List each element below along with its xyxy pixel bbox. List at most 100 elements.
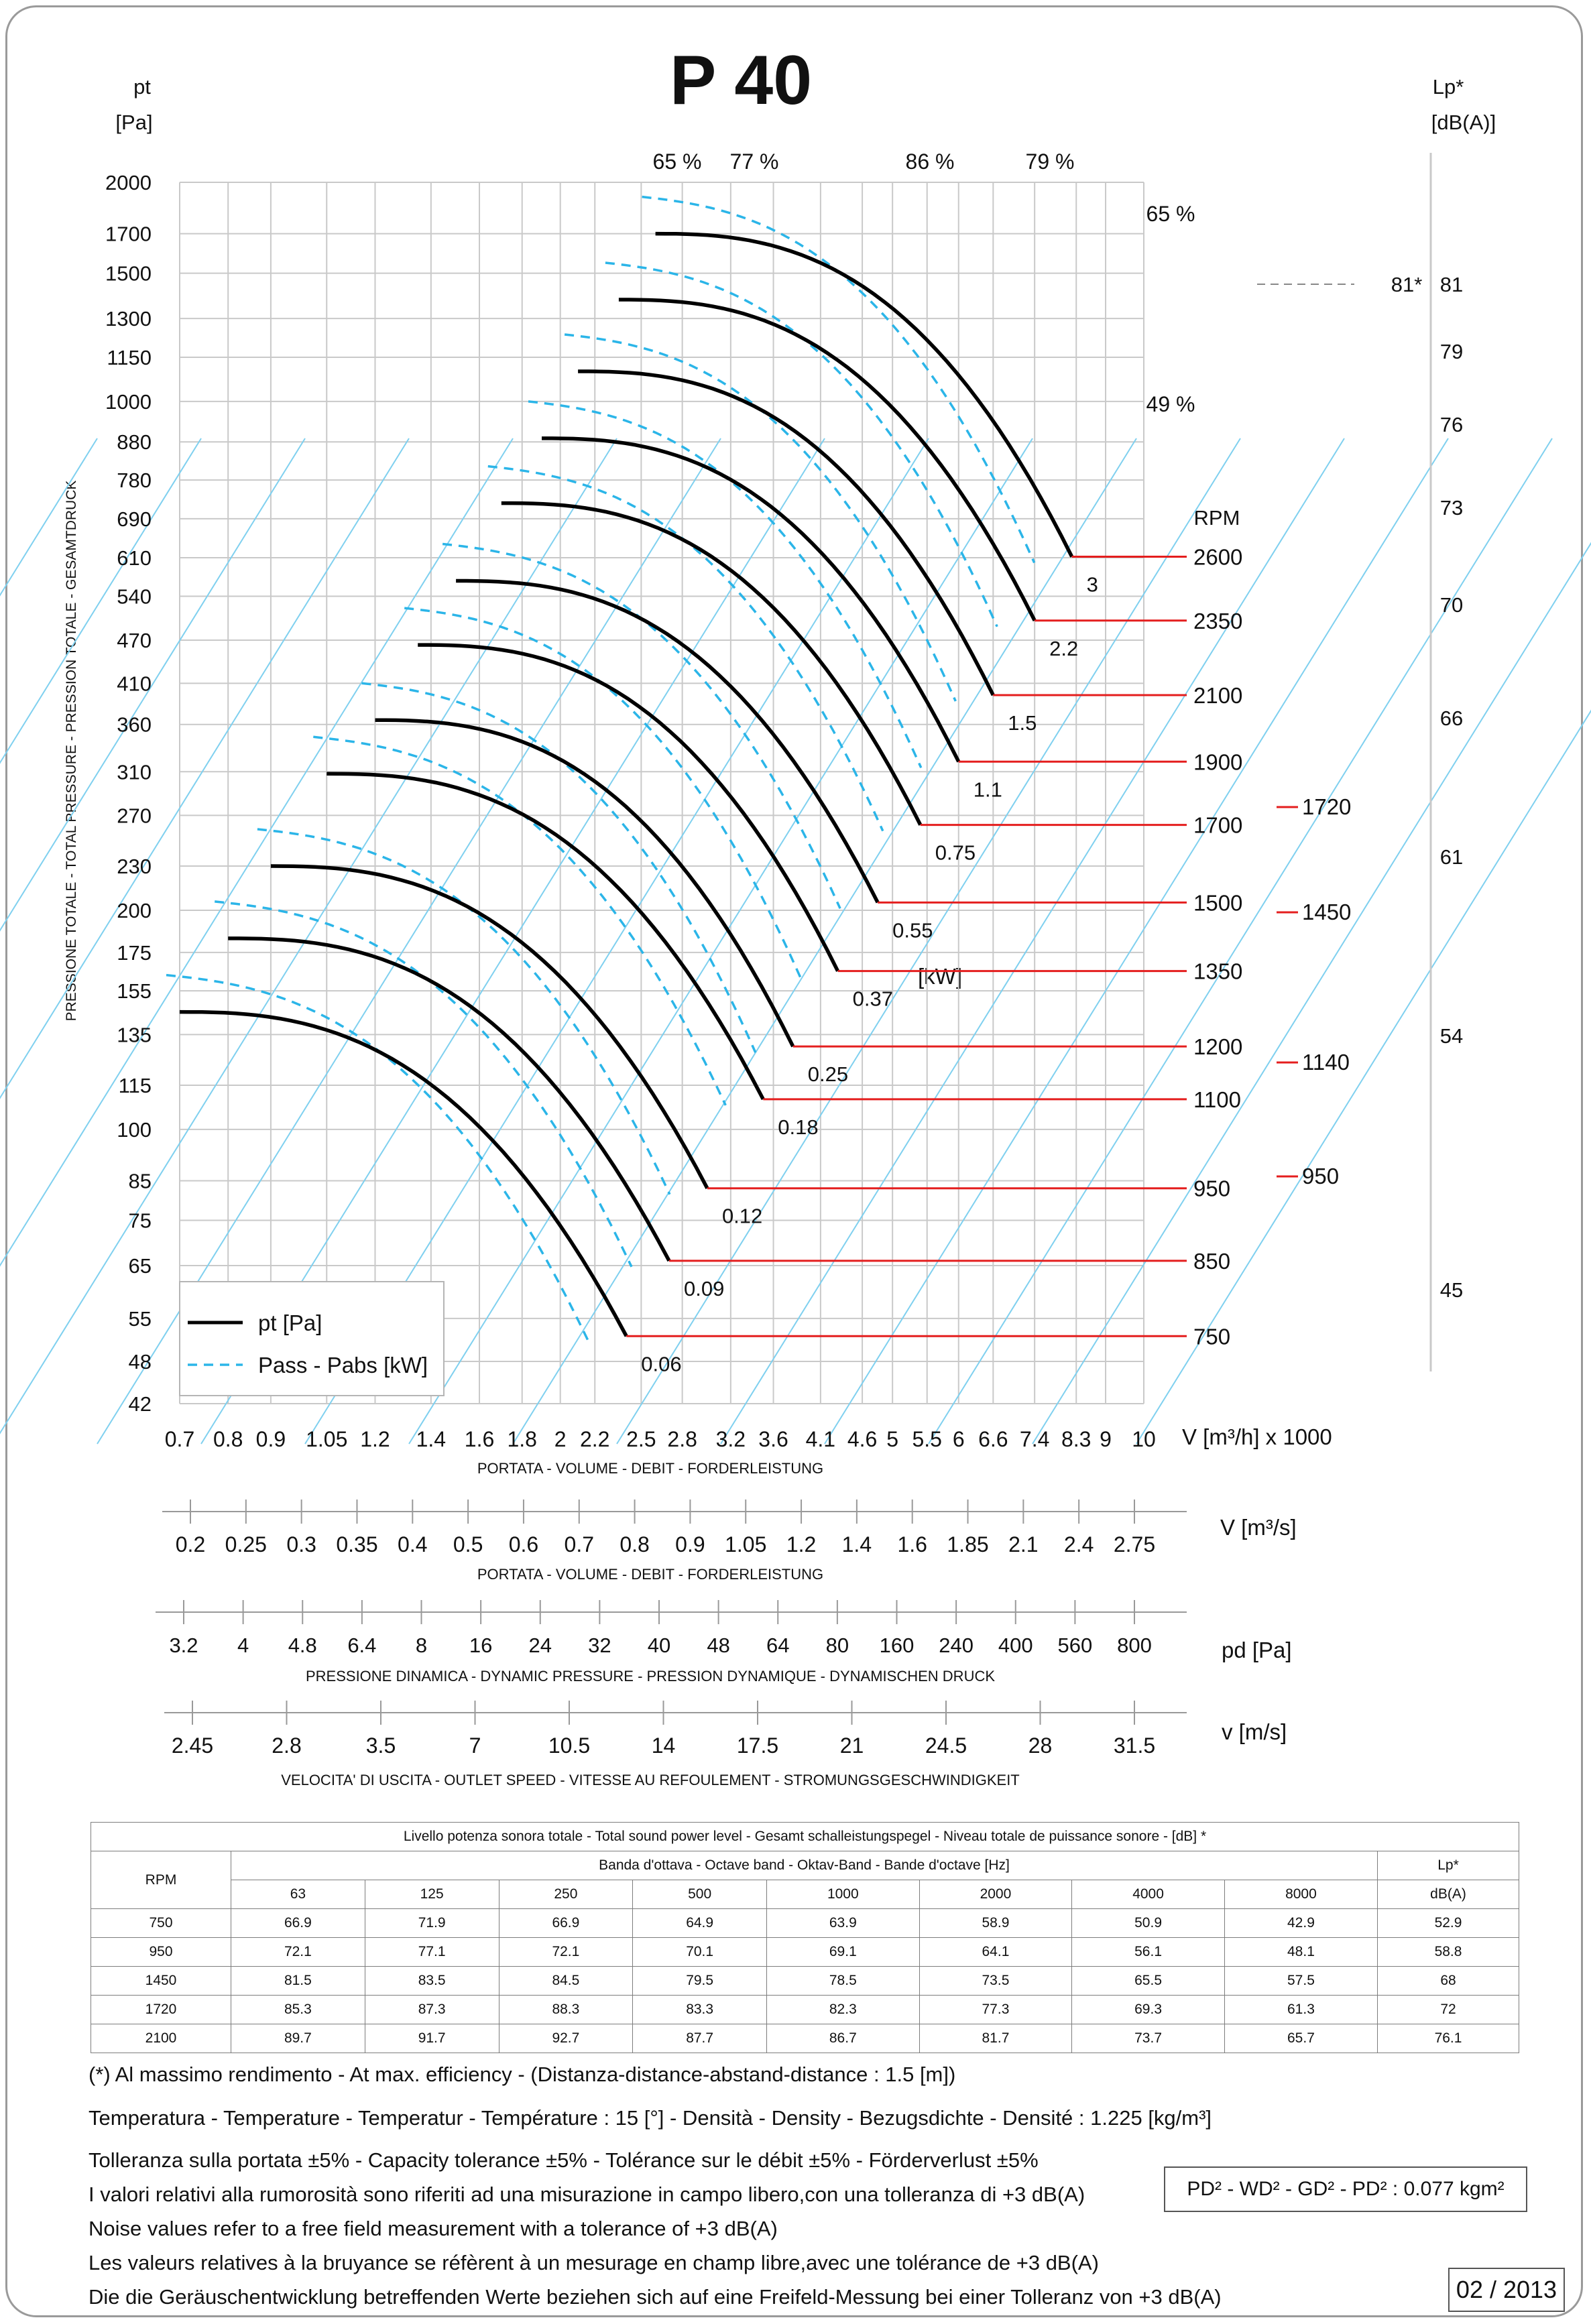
pd-axis-label: 40 bbox=[648, 1634, 670, 1657]
x-tick-label: 8.3 bbox=[1061, 1427, 1091, 1451]
rpm-label: 1500 bbox=[1193, 890, 1242, 915]
x-axis-volume-label: PORTATA - VOLUME - DEBIT - FORDERLEISTUN… bbox=[477, 1460, 823, 1477]
y-tick-label: 2000 bbox=[105, 171, 152, 194]
table-cell: 81.5 bbox=[231, 1966, 365, 1996]
y-axis-label: PRESSIONE TOTALE - TOTAL PRESSURE - PRES… bbox=[64, 481, 79, 1022]
pressure-curve bbox=[375, 718, 795, 1048]
rpm-label: 950 bbox=[1193, 1176, 1230, 1201]
rpm-label: 850 bbox=[1193, 1249, 1230, 1274]
table-cell: 78.5 bbox=[766, 1966, 920, 1996]
pressure-curve bbox=[618, 298, 1037, 622]
volume-m3s-axis-label: 1.2 bbox=[786, 1532, 816, 1556]
pressure-curve bbox=[418, 643, 840, 972]
efficiency-label: 79 % bbox=[1026, 149, 1075, 174]
power-label: 1.1 bbox=[974, 778, 1002, 801]
x-tick-label: 6.6 bbox=[978, 1427, 1008, 1451]
x-tick-label: 4.6 bbox=[847, 1427, 877, 1451]
x-tick-label: 1.6 bbox=[465, 1427, 494, 1451]
efficiency-label: 49 % bbox=[1146, 392, 1195, 416]
table-cell: 87.7 bbox=[632, 2024, 767, 2053]
table-cell: 50.9 bbox=[1071, 1908, 1225, 1938]
pd-axis-label: 64 bbox=[766, 1634, 789, 1657]
sound-level-table-wrapper: Livello potenza sonora totale - Total so… bbox=[91, 1822, 1519, 2053]
speed-axis-label: 28 bbox=[1028, 1733, 1053, 1758]
table-cell: 68 bbox=[1377, 1966, 1519, 1996]
rpm-label: 1900 bbox=[1193, 749, 1242, 774]
table-cell: 2100 bbox=[91, 2024, 231, 2053]
efficiency-guide-line bbox=[616, 438, 1241, 1445]
speed-axis-label: 7 bbox=[469, 1733, 481, 1758]
note-noise-en: Noise values refer to a free field measu… bbox=[89, 2217, 778, 2240]
pd-axis-label: 32 bbox=[588, 1634, 611, 1657]
volume-m3s-axis-label: 1.85 bbox=[947, 1532, 988, 1556]
x-tick-label: 0.8 bbox=[213, 1427, 243, 1451]
x-tick-label: 1.2 bbox=[360, 1427, 390, 1451]
sound-table-rpm-header: RPM bbox=[91, 1851, 231, 1909]
power-curve bbox=[404, 607, 802, 978]
power-label: 0.75 bbox=[935, 841, 976, 865]
note-tolerance: Tolleranza sulla portata ±5% - Capacity … bbox=[89, 2148, 1039, 2172]
table-cell: 70.1 bbox=[632, 1937, 767, 1967]
efficiency-guide-line bbox=[304, 438, 929, 1445]
x-tick-label: 0.9 bbox=[256, 1427, 286, 1451]
volume-m3s-axis-label: 0.25 bbox=[225, 1532, 267, 1556]
y-tick-label: 1150 bbox=[107, 346, 152, 369]
band-header-cell: 1000 bbox=[766, 1880, 920, 1909]
power-label: 0.09 bbox=[684, 1277, 724, 1300]
pressure-curve bbox=[501, 501, 923, 826]
y-tick-label: 155 bbox=[117, 979, 152, 1003]
table-cell: 81.7 bbox=[919, 2024, 1073, 2053]
x-tick-label: 5 bbox=[886, 1427, 898, 1451]
table-cell: 58.9 bbox=[919, 1908, 1073, 1938]
table-cell: 66.9 bbox=[231, 1908, 365, 1938]
y-tick-label: 55 bbox=[129, 1307, 152, 1331]
pd-axis-label: 80 bbox=[826, 1634, 849, 1657]
inertia-box: PD² - WD² - GD² - PD² : 0.077 kgm² bbox=[1164, 2166, 1527, 2212]
pd-axis-label: 6.4 bbox=[347, 1634, 376, 1657]
max-lp-marker: 81* bbox=[1391, 273, 1423, 296]
x-axis-volume-unit: V [m³/h] x 1000 bbox=[1182, 1424, 1332, 1449]
table-cell: 72.1 bbox=[498, 1937, 634, 1967]
band-header-cell: 63 bbox=[231, 1880, 365, 1909]
y-tick-label: 85 bbox=[129, 1170, 152, 1193]
table-row: 2100 89.7 91.7 92.7 87.7 86.7 81.7 73.7 65.7 76.1 bbox=[91, 2024, 1519, 2053]
page-frame bbox=[5, 5, 1583, 2317]
x-tick-label: 3.6 bbox=[758, 1427, 788, 1451]
x-tick-label: 1.8 bbox=[507, 1427, 536, 1451]
power-label: 0.55 bbox=[892, 918, 933, 942]
table-cell: 950 bbox=[91, 1937, 231, 1967]
rpm-label: 1700 bbox=[1193, 813, 1242, 838]
sound-table-lp-unit: dB(A) bbox=[1377, 1880, 1519, 1909]
band-header-cell: 500 bbox=[632, 1880, 767, 1909]
y-tick-label: 1300 bbox=[105, 307, 152, 330]
pd-axis-label: 800 bbox=[1117, 1634, 1152, 1657]
pd-axis-label: 400 bbox=[998, 1634, 1033, 1657]
table-cell: 91.7 bbox=[364, 2024, 499, 2053]
power-label: 0.37 bbox=[853, 987, 893, 1011]
y-tick-label: 65 bbox=[129, 1254, 152, 1278]
pd-axis-label: 24 bbox=[529, 1634, 552, 1657]
table-row: 750 66.9 71.9 66.9 64.9 63.9 58.9 50.9 42.9 52.9 bbox=[91, 1908, 1519, 1938]
y-tick-label: 610 bbox=[117, 546, 152, 570]
rpm-label: 1100 bbox=[1193, 1087, 1241, 1112]
pressure-curve bbox=[327, 772, 765, 1101]
power-curve bbox=[257, 828, 671, 1195]
legend-box bbox=[179, 1281, 445, 1396]
pressure-curve bbox=[655, 231, 1074, 558]
y-tick-label: 1700 bbox=[105, 223, 152, 246]
y-tick-label: 470 bbox=[117, 629, 152, 652]
y-tick-label: 1500 bbox=[105, 262, 152, 286]
volume-m3s-axis-label: 2.4 bbox=[1064, 1532, 1094, 1556]
power-label: 0.12 bbox=[722, 1205, 762, 1228]
y-tick-label: 360 bbox=[117, 713, 152, 737]
y-tick-label: 115 bbox=[119, 1074, 152, 1097]
efficiency-guide-line bbox=[408, 438, 1033, 1445]
table-cell: 82.3 bbox=[766, 1995, 920, 2024]
right-tick-label: 45 bbox=[1440, 1278, 1463, 1302]
efficiency-label: 86 % bbox=[906, 149, 955, 174]
table-cell: 73.5 bbox=[919, 1966, 1073, 1996]
table-cell: 65.7 bbox=[1224, 2024, 1378, 2053]
pd-axis-label: 560 bbox=[1058, 1634, 1093, 1657]
sound-rpm-label: 950 bbox=[1302, 1164, 1339, 1188]
table-cell: 72.1 bbox=[231, 1937, 365, 1967]
